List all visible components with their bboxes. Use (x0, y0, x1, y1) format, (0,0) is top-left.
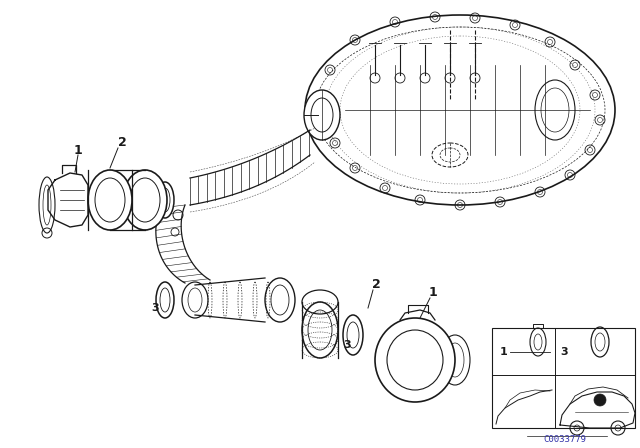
Ellipse shape (343, 315, 363, 355)
Text: C0033779: C0033779 (543, 435, 586, 444)
Text: 1: 1 (74, 143, 83, 156)
Text: 1: 1 (500, 347, 508, 357)
Text: 3: 3 (560, 347, 568, 357)
Ellipse shape (302, 302, 338, 358)
Ellipse shape (88, 170, 132, 230)
Text: 3: 3 (343, 340, 351, 350)
Ellipse shape (304, 90, 340, 140)
Ellipse shape (375, 318, 455, 402)
Bar (492, 328, 635, 428)
Ellipse shape (156, 182, 174, 218)
Ellipse shape (123, 170, 167, 230)
Text: 2: 2 (118, 137, 126, 150)
Circle shape (594, 394, 606, 406)
Text: 3: 3 (151, 303, 159, 313)
Ellipse shape (440, 335, 470, 385)
Ellipse shape (156, 282, 174, 318)
Ellipse shape (265, 278, 295, 322)
Text: 2: 2 (372, 279, 380, 292)
Text: 1: 1 (429, 287, 437, 300)
